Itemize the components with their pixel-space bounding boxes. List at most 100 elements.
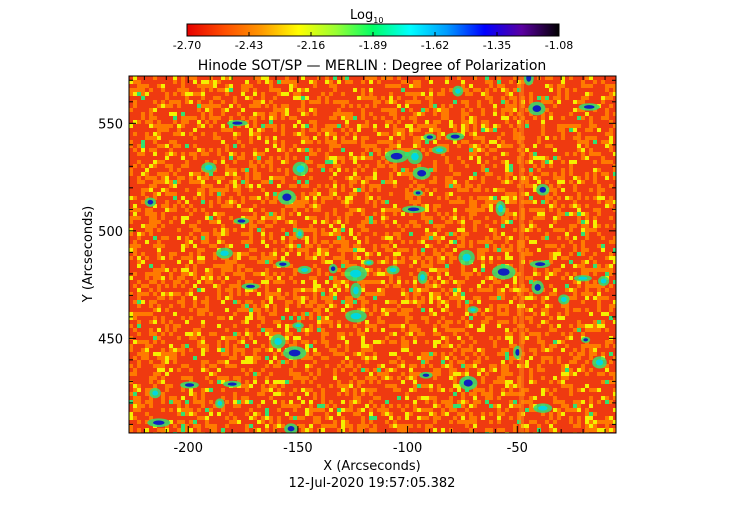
heatmap-cell [161,256,165,260]
heatmap-cell [301,288,305,292]
heatmap-patch-core [535,262,546,267]
heatmap-cell [597,324,601,328]
heatmap-cell [589,424,593,428]
heatmap-cell [213,232,217,236]
heatmap-cell [445,280,449,284]
heatmap-cell [541,412,545,416]
heatmap-cell [509,164,513,168]
heatmap-cell [237,420,241,424]
heatmap-cell [609,136,613,140]
heatmap-cell [437,372,441,376]
heatmap-cell [265,304,269,308]
heatmap-cell [213,220,217,224]
heatmap-cell [449,404,453,408]
heatmap-cell [253,152,257,156]
heatmap-cell [245,180,249,184]
heatmap-cell [349,128,353,132]
heatmap-cell [493,404,497,408]
heatmap-cell [449,368,453,372]
heatmap-cell [261,228,265,232]
heatmap-cell [389,240,393,244]
heatmap-cell [173,268,177,272]
heatmap-cell [529,168,533,172]
heatmap-cell [293,96,297,100]
heatmap-cell [313,348,317,352]
heatmap-cell [569,260,573,264]
heatmap-cell [185,268,189,272]
heatmap-cell [421,308,425,312]
heatmap-cell [597,420,601,424]
heatmap-cell [229,316,233,320]
heatmap-patch-core [426,135,433,139]
heatmap-cell [237,256,241,260]
heatmap-cell [381,372,385,376]
heatmap-cell [345,244,349,248]
heatmap-cell [293,288,297,292]
heatmap-cell [581,224,585,228]
heatmap-cell [365,348,369,352]
heatmap-cell [193,420,197,424]
heatmap-cell [461,132,465,136]
heatmap-cell [389,412,393,416]
heatmap-cell [285,160,289,164]
heatmap-cell [421,212,425,216]
heatmap-cell [245,332,249,336]
heatmap-cell [409,100,413,104]
heatmap-cell [189,292,193,296]
heatmap-cell [305,96,309,100]
heatmap-cell [453,380,457,384]
heatmap-cell [181,272,185,276]
heatmap-cell [465,276,469,280]
heatmap-cell [469,108,473,112]
heatmap-cell [573,136,577,140]
heatmap-cell [493,276,497,280]
heatmap-cell [353,248,357,252]
heatmap-cell [285,308,289,312]
heatmap-cell [365,124,369,128]
heatmap-cell [505,284,509,288]
heatmap-cell [389,248,393,252]
heatmap-cell [353,256,357,260]
heatmap-cell [185,332,189,336]
heatmap-cell [433,252,437,256]
heatmap-cell [505,104,509,108]
heatmap-cell [441,104,445,108]
heatmap-cell [329,276,333,280]
heatmap-cell [337,344,341,348]
heatmap-cell [289,416,293,420]
heatmap-cell [513,228,517,232]
heatmap-cell [225,424,229,428]
heatmap-cell [313,352,317,356]
heatmap-cell [437,332,441,336]
heatmap-cell [297,316,301,320]
heatmap-cell [449,164,453,168]
heatmap-cell [421,136,425,140]
heatmap-cell [261,388,265,392]
heatmap-cell [493,188,497,192]
heatmap-cell [569,360,573,364]
heatmap-cell [193,272,197,276]
heatmap-cell [429,256,433,260]
heatmap-cell [353,160,357,164]
heatmap-cell [153,352,157,356]
heatmap-cell [577,324,581,328]
heatmap-cell [253,156,257,160]
heatmap-cell [393,368,397,372]
heatmap-cell [245,184,249,188]
heatmap-cell [549,272,553,276]
heatmap-cell [209,380,213,384]
heatmap-cell [509,124,513,128]
heatmap-cell [129,216,133,220]
heatmap-cell [529,404,533,408]
heatmap-cell [585,384,589,388]
heatmap-cell [305,392,309,396]
heatmap-cell [209,148,213,152]
heatmap-cell [141,404,145,408]
heatmap-cell [205,108,209,112]
heatmap-cell [209,312,213,316]
heatmap-cell [141,352,145,356]
heatmap-cell [141,300,145,304]
heatmap-cell [189,332,193,336]
heatmap-cell [525,316,529,320]
heatmap-cell [349,80,353,84]
